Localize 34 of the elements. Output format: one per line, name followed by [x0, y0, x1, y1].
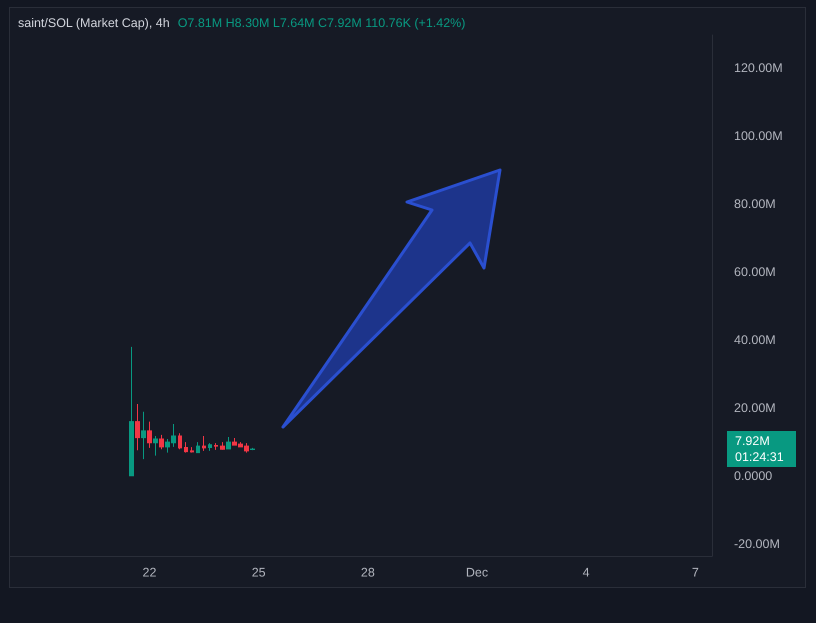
- x-tick-label: 28: [360, 566, 375, 580]
- x-tick-label: 22: [142, 566, 156, 580]
- y-tick-label: 100.00M: [734, 129, 783, 144]
- candlestick: [141, 411, 146, 460]
- candlestick: [226, 436, 231, 450]
- candlestick: [208, 442, 212, 452]
- candlestick: [250, 447, 255, 451]
- candlestick: [184, 442, 188, 454]
- text: 7.92M: [735, 434, 770, 448]
- y-tick-label: -20.00M: [734, 537, 780, 552]
- y-tick-label: 40.00M: [734, 333, 776, 348]
- text: 01:24:31: [735, 450, 784, 464]
- chart-subtitle: O7.81M H8.30M L7.64M C7.92M 110.76K (+1.42%): [178, 16, 466, 30]
- candlestick: [214, 442, 218, 450]
- y-tick-label: 80.00M: [734, 197, 776, 212]
- candlestick: [178, 432, 182, 450]
- y-tick-label: 20.00M: [734, 401, 776, 416]
- x-tick-label: 7: [692, 566, 699, 580]
- y-tick-label: 60.00M: [734, 265, 776, 280]
- candlestick: [220, 442, 225, 450]
- y-tick-label: 120.00M: [734, 60, 783, 75]
- x-tick-label: Dec: [466, 566, 488, 580]
- y-tick-label: 0.0000: [734, 469, 772, 484]
- x-tick-label: 4: [582, 566, 590, 580]
- candlestick: [202, 435, 206, 452]
- candlestick: [159, 434, 164, 450]
- candlestick: [147, 421, 152, 448]
- chart-title: saint/SOL (Market Cap), 4h: [18, 16, 170, 30]
- candlestick: [190, 446, 194, 454]
- candlestick: [129, 346, 134, 477]
- candlestick: [196, 442, 200, 454]
- x-tick-label: 25: [252, 566, 266, 580]
- candlestick: [153, 435, 158, 456]
- candlestick: [135, 403, 140, 451]
